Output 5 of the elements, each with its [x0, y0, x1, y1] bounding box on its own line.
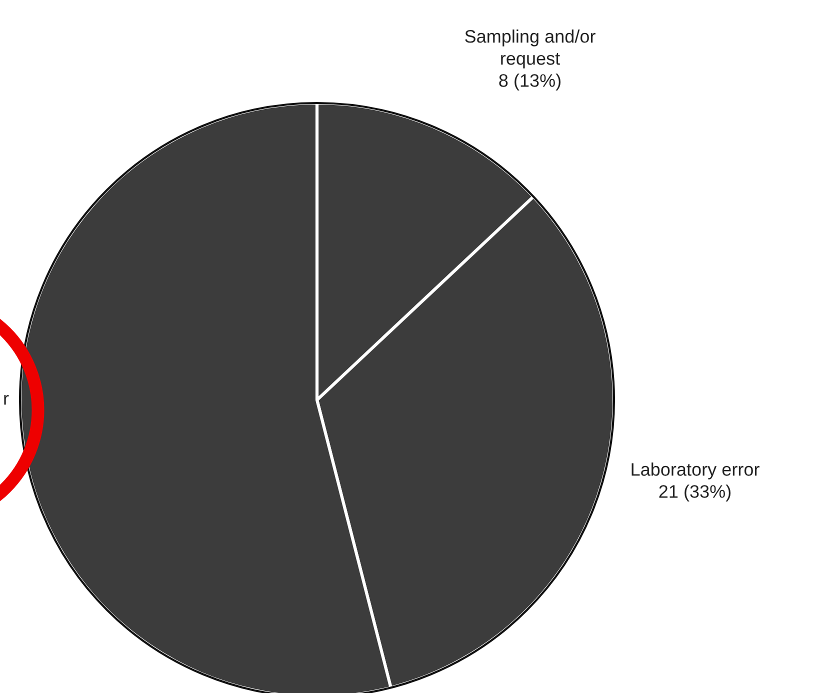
- slice-label: r: [4, 394, 9, 405]
- slice-label: Laboratory error: [632, 462, 760, 480]
- data-label: 21 (33%): [659, 484, 731, 502]
- data-label: 8 (13%): [499, 74, 560, 90]
- slice-label: Sampling and/or request: [465, 30, 596, 68]
